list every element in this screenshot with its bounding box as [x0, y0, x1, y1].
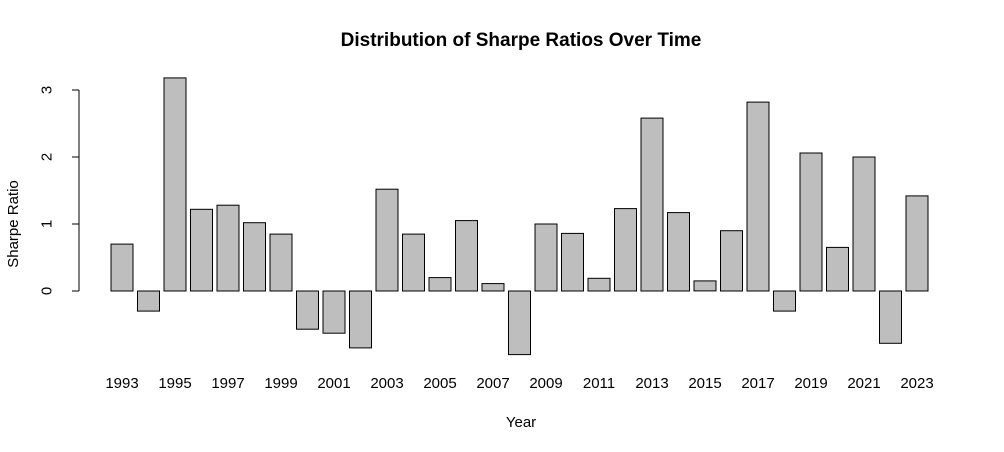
x-tick-label: 2019 [794, 375, 827, 392]
chart-title: Distribution of Sharpe Ratios Over Time [341, 30, 702, 51]
bar-2002 [349, 290, 372, 349]
bar-1997 [216, 204, 240, 292]
x-tick-label: 2009 [529, 375, 562, 392]
bar-2010 [561, 232, 584, 292]
x-tick-label: 1997 [211, 375, 244, 392]
bar-2022 [879, 290, 902, 344]
bar-2021 [852, 156, 876, 292]
x-tick-label: 2023 [900, 375, 933, 392]
bar-2009 [534, 223, 558, 292]
x-axis-label: Year [506, 414, 536, 431]
x-tick-label: 2003 [370, 375, 403, 392]
x-tick-label: 2013 [635, 375, 668, 392]
bar-2001 [322, 290, 346, 334]
x-tick-label: 1999 [264, 375, 297, 392]
y-tick-label: 1 [39, 220, 56, 228]
x-tick-label: 2001 [317, 375, 350, 392]
bar-2016 [720, 230, 743, 292]
bar-1998 [243, 222, 266, 292]
bar-2008 [508, 290, 531, 356]
bar-2000 [296, 290, 319, 330]
bar-2005 [428, 277, 452, 292]
x-tick-label: 2005 [423, 375, 456, 392]
y-axis: 0 1 2 3 [39, 86, 80, 295]
bar-2023 [905, 195, 929, 292]
x-tick-label: 2017 [741, 375, 774, 392]
bar-2015 [693, 280, 717, 292]
bar-2004 [402, 233, 425, 292]
y-axis-label: Sharpe Ratio [5, 180, 22, 268]
y-tick-label: 0 [39, 287, 56, 295]
bar-2003 [375, 188, 399, 292]
bar-2017 [746, 101, 770, 292]
x-tick-labels: 1993 1995 1997 1999 2001 2003 2005 2007 2009 2011… [105, 375, 933, 392]
x-tick-label: 2007 [476, 375, 509, 392]
bar-1994 [137, 290, 160, 312]
bar-2014 [667, 212, 690, 292]
bar-2011 [587, 277, 611, 292]
x-tick-label: 1995 [158, 375, 191, 392]
bar-1995 [163, 77, 187, 292]
y-tick-label: 2 [39, 153, 56, 161]
bar-2018 [773, 290, 796, 312]
x-tick-label: 2021 [847, 375, 880, 392]
bar-2020 [826, 246, 849, 292]
x-tick-label: 2015 [688, 375, 721, 392]
bar-1996 [190, 208, 213, 292]
bar-2013 [640, 117, 664, 292]
bar-2019 [799, 152, 823, 292]
y-tick-label: 3 [39, 86, 56, 94]
bars-group [110, 77, 929, 356]
bar-2012 [614, 208, 637, 292]
x-tick-label: 2011 [583, 375, 615, 392]
bar-1999 [269, 233, 293, 292]
bar-2007 [481, 283, 505, 292]
bar-1993 [110, 243, 134, 292]
bar-2006 [455, 220, 478, 292]
x-tick-label: 1993 [105, 375, 138, 392]
